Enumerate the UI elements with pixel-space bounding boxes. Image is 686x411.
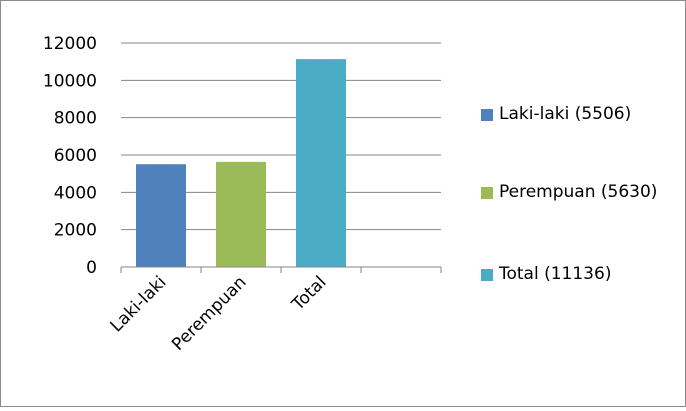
legend-swatch-perempuan xyxy=(481,187,493,199)
bar-total xyxy=(296,59,346,268)
legend-item-total: Total (11136) xyxy=(481,263,669,286)
legend-label-laki-laki: Laki-laki (5506) xyxy=(499,104,632,124)
legend-item-laki-laki: Laki-laki (5506) xyxy=(481,103,669,126)
y-tick-label-6: 12000 xyxy=(43,34,97,54)
legend-label-perempuan: Perempuan (5630) xyxy=(499,182,658,202)
x-tick-label-perempuan: Perempuan xyxy=(168,272,250,354)
y-tick-label-5: 10000 xyxy=(43,71,97,91)
legend-swatch-laki-laki xyxy=(481,109,493,121)
y-tick-label-3: 6000 xyxy=(54,146,97,166)
legend-label-total: Total (11136) xyxy=(499,264,612,284)
legend-swatch-total xyxy=(481,269,493,281)
y-tick-label-1: 2000 xyxy=(54,221,97,241)
bar-laki-laki xyxy=(136,164,186,267)
x-tick-label-total: Total xyxy=(288,272,331,315)
y-tick-label-2: 4000 xyxy=(54,183,97,203)
y-tick-label-0: 0 xyxy=(86,258,97,278)
legend-item-perempuan: Perempuan (5630) xyxy=(481,181,669,204)
bar-perempuan xyxy=(216,161,266,267)
x-tick-label-laki-laki: Laki-laki xyxy=(107,272,171,336)
y-tick-label-4: 8000 xyxy=(54,109,97,129)
